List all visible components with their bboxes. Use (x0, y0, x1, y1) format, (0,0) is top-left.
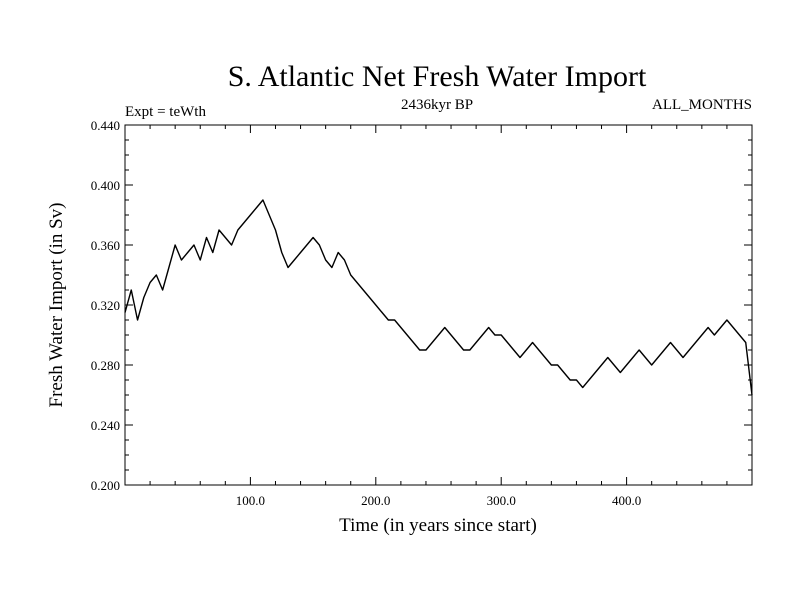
y-tick-label: 0.280 (91, 358, 120, 373)
chart-title: S. Atlantic Net Fresh Water Import (228, 60, 647, 93)
series-line-fresh-water-import (124, 199, 753, 396)
y-tick-label: 0.320 (91, 298, 120, 313)
x-tick-label: 100.0 (236, 493, 265, 508)
x-tick-label: 200.0 (361, 493, 390, 508)
x-tick-label: 300.0 (487, 493, 516, 508)
x-tick-label: 400.0 (612, 493, 641, 508)
y-tick-label: 0.200 (91, 478, 120, 493)
x-axis-label: Time (in years since start) (339, 515, 537, 536)
y-axis-label: Fresh Water Import (in Sv) (46, 203, 67, 408)
axis-ticks (125, 125, 752, 485)
y-tick-label: 0.240 (91, 418, 120, 433)
tick-labels: 100.0 200.0 300.0 400.0 0.200 0.240 0.280 0.320… (91, 118, 641, 508)
y-tick-label: 0.440 (91, 118, 120, 133)
experiment-label: Expt = teWth (125, 104, 206, 120)
y-tick-label: 0.400 (91, 178, 120, 193)
plot-frame (124, 124, 753, 486)
months-label: ALL_MONTHS (652, 97, 752, 113)
y-tick-label: 0.360 (91, 238, 120, 253)
time-period-label: 2436kyr BP (401, 97, 473, 113)
